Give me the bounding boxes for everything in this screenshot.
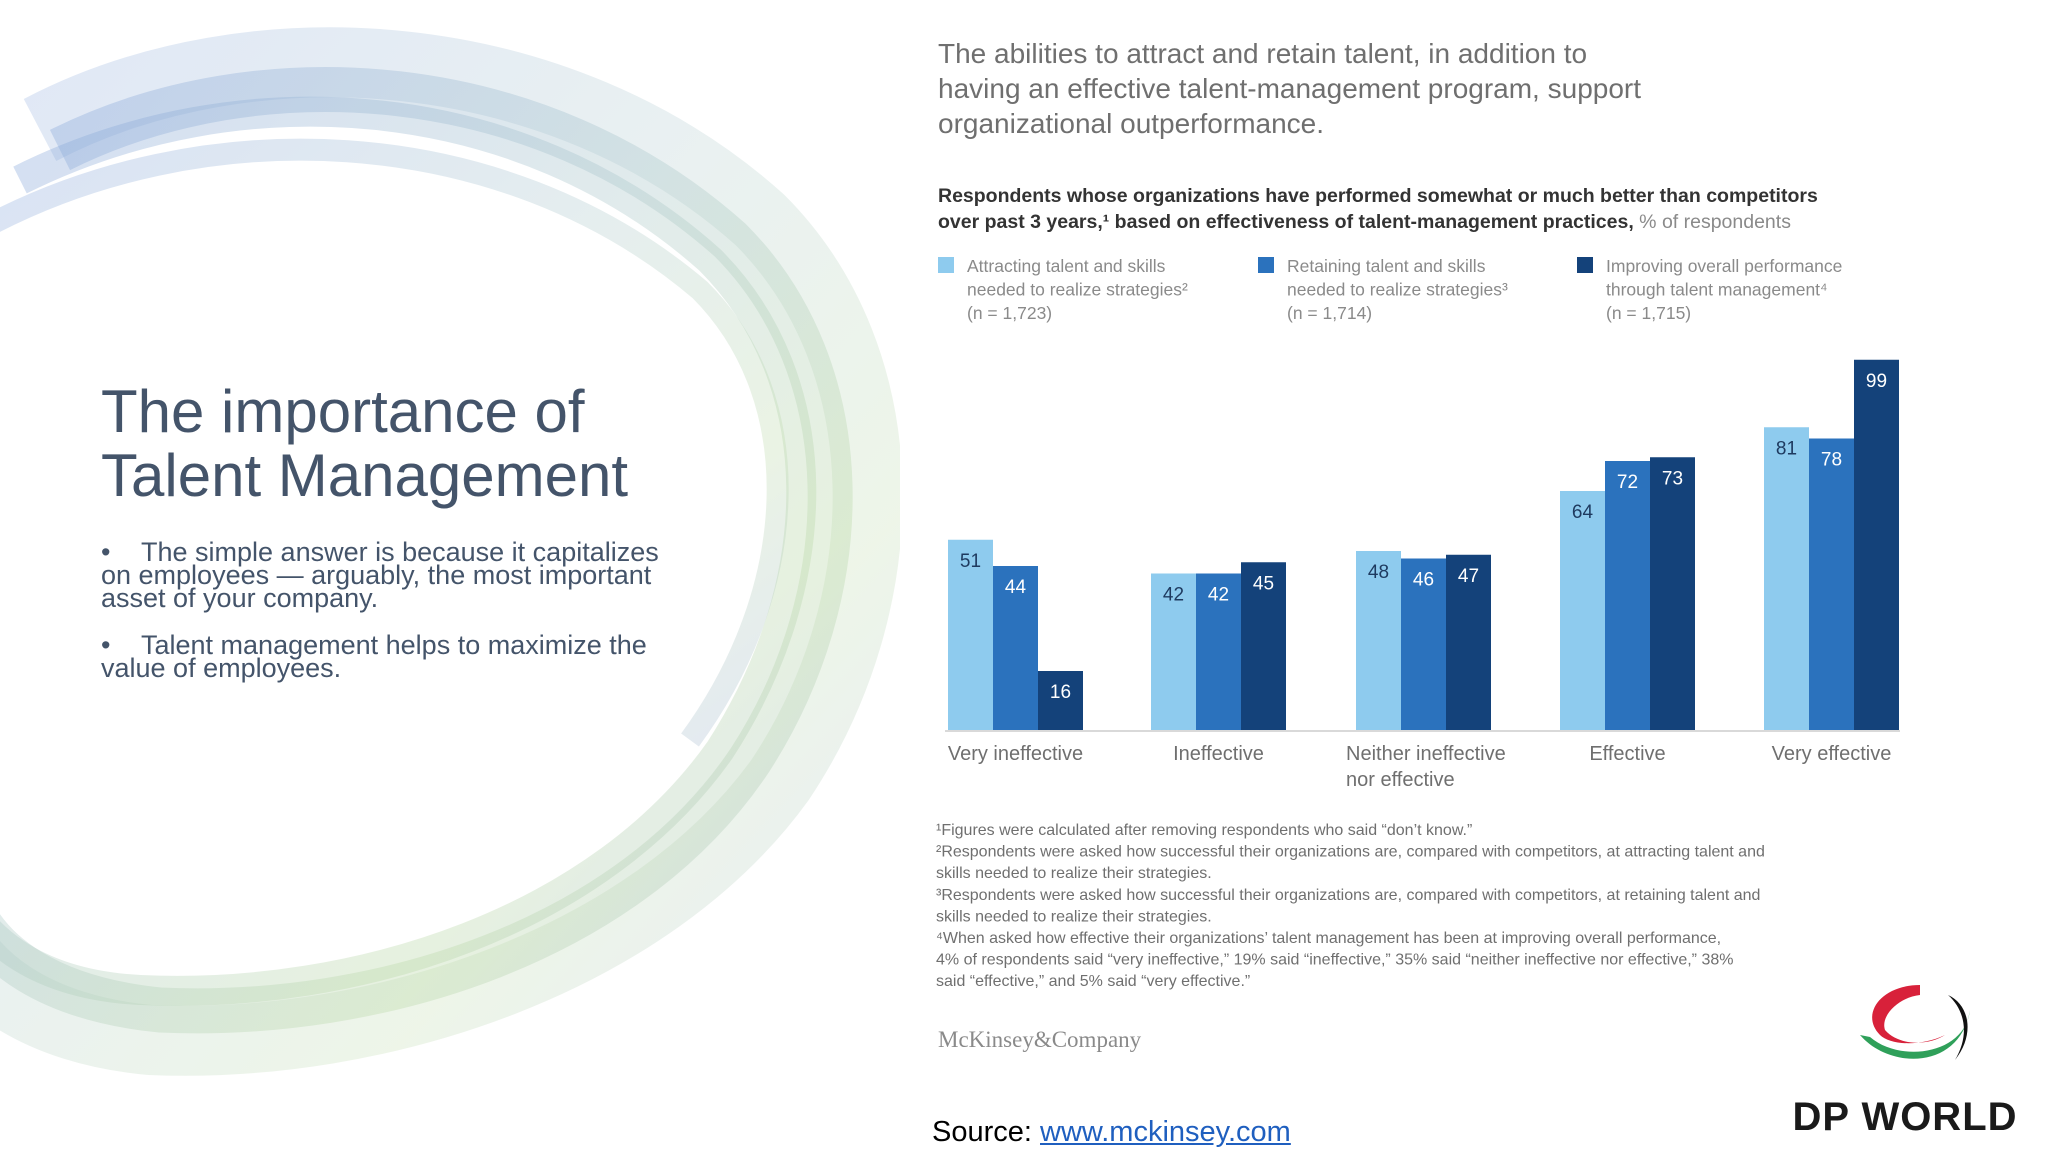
bullet-item: • The simple answer is because it capital… bbox=[101, 537, 661, 612]
bar bbox=[1038, 671, 1083, 731]
bar bbox=[1196, 573, 1241, 731]
bar bbox=[1356, 551, 1401, 731]
chart-subtitle-part: over past 3 years,¹ based on effectivene… bbox=[938, 211, 1634, 233]
legend-swatch bbox=[1577, 257, 1593, 273]
legend-swatch bbox=[1258, 257, 1274, 273]
bullet-dot: • bbox=[101, 630, 111, 660]
data-label: 72 bbox=[1617, 472, 1638, 493]
bullet-text: The simple answer is because it capitali… bbox=[101, 537, 659, 613]
chart: The abilities to attract and retain tale… bbox=[936, 38, 1900, 1052]
bar bbox=[1560, 491, 1605, 731]
data-label: 78 bbox=[1821, 450, 1842, 471]
bar bbox=[993, 566, 1038, 731]
legend-swatch bbox=[938, 257, 954, 273]
bar bbox=[1151, 573, 1196, 731]
dp-world-logo: DP WORLD bbox=[1770, 975, 2040, 1145]
chart-headline: The abilities to attract and retain tale… bbox=[938, 38, 1587, 69]
bullet-list: • The simple answer is because it capital… bbox=[101, 537, 661, 704]
slide-title-line2: Talent Management bbox=[101, 442, 628, 509]
bar bbox=[1605, 461, 1650, 731]
bar bbox=[1764, 427, 1809, 731]
dp-world-logo-text: DP WORLD bbox=[1792, 1095, 2018, 1139]
data-label: 48 bbox=[1368, 562, 1389, 583]
legend-entry: needed to realize strategies² bbox=[967, 280, 1188, 300]
legend-entry: (n = 1,715) bbox=[1606, 303, 1691, 323]
footnote: ²Respondents were asked how successful t… bbox=[936, 844, 1765, 861]
bar bbox=[1650, 457, 1695, 731]
bullet-text: Talent management helps to maximize the … bbox=[101, 630, 647, 683]
legend-entry: (n = 1,723) bbox=[967, 303, 1052, 323]
footnote: ³Respondents were asked how successful t… bbox=[936, 887, 1760, 904]
slide-title-line1: The importance of bbox=[101, 378, 585, 445]
data-label: 16 bbox=[1050, 682, 1071, 703]
data-label: 45 bbox=[1253, 573, 1274, 594]
footnote: ¹Figures were calculated after removing … bbox=[936, 822, 1472, 839]
bullet-dot: • bbox=[101, 537, 111, 567]
data-label: 44 bbox=[1005, 577, 1027, 598]
category-label: nor effective bbox=[1346, 769, 1455, 791]
chart-subtitle-part: % of respondents bbox=[1634, 211, 1791, 233]
category-label: Very ineffective bbox=[948, 743, 1083, 765]
dp-world-logo-mark bbox=[1860, 985, 1970, 1060]
chart-headline: having an effective talent-management pr… bbox=[938, 73, 1641, 104]
legend-entry: through talent management⁴ bbox=[1606, 280, 1828, 300]
data-label: 47 bbox=[1458, 566, 1479, 587]
data-label: 99 bbox=[1866, 371, 1887, 392]
data-label: 81 bbox=[1776, 438, 1797, 459]
footnote: 4% of respondents said “very ineffective… bbox=[936, 952, 1733, 969]
data-label: 42 bbox=[1208, 585, 1229, 606]
slide-title: The importance of Talent Management bbox=[101, 380, 661, 508]
legend-entry: (n = 1,714) bbox=[1287, 303, 1372, 323]
decorative-ring bbox=[0, 27, 900, 1076]
source-line: Source: www.mckinsey.com bbox=[932, 1116, 1291, 1149]
legend-entry: Improving overall performance bbox=[1606, 256, 1842, 276]
footnote: skills needed to realize their strategie… bbox=[936, 908, 1212, 925]
footnote: said “effective,” and 5% said “very effe… bbox=[936, 973, 1250, 990]
bar bbox=[1854, 359, 1899, 731]
category-label: Effective bbox=[1589, 743, 1665, 765]
mckinsey-brand: McKinsey&Company bbox=[938, 1027, 1142, 1052]
bullet-item: • Talent management helps to maximize the… bbox=[101, 630, 661, 682]
bar bbox=[1241, 562, 1286, 731]
footnote: ⁴When asked how effective their organiza… bbox=[936, 930, 1721, 947]
data-label: 64 bbox=[1572, 502, 1594, 523]
source-label: Source: bbox=[932, 1116, 1040, 1148]
bar bbox=[1446, 554, 1491, 731]
category-label: Neither ineffective bbox=[1346, 743, 1506, 765]
footnote: skills needed to realize their strategie… bbox=[936, 865, 1212, 882]
legend-entry: needed to realize strategies³ bbox=[1287, 280, 1508, 300]
bar bbox=[1401, 558, 1446, 731]
chart-headline: organizational outperformance. bbox=[938, 108, 1324, 139]
data-label: 73 bbox=[1662, 468, 1683, 489]
data-label: 51 bbox=[960, 551, 981, 572]
category-label: Very effective bbox=[1772, 743, 1892, 765]
source-link[interactable]: www.mckinsey.com bbox=[1040, 1116, 1291, 1148]
chart-subtitle: over past 3 years,¹ based on effectivene… bbox=[938, 211, 1791, 233]
legend-entry: Retaining talent and skills bbox=[1287, 256, 1486, 276]
bar bbox=[948, 539, 993, 731]
bar bbox=[1809, 438, 1854, 731]
category-label: Ineffective bbox=[1173, 743, 1264, 765]
data-label: 46 bbox=[1413, 570, 1434, 591]
legend-entry: Attracting talent and skills bbox=[967, 256, 1166, 276]
chart-subtitle: Respondents whose organizations have per… bbox=[938, 185, 1818, 207]
data-label: 42 bbox=[1163, 585, 1184, 606]
